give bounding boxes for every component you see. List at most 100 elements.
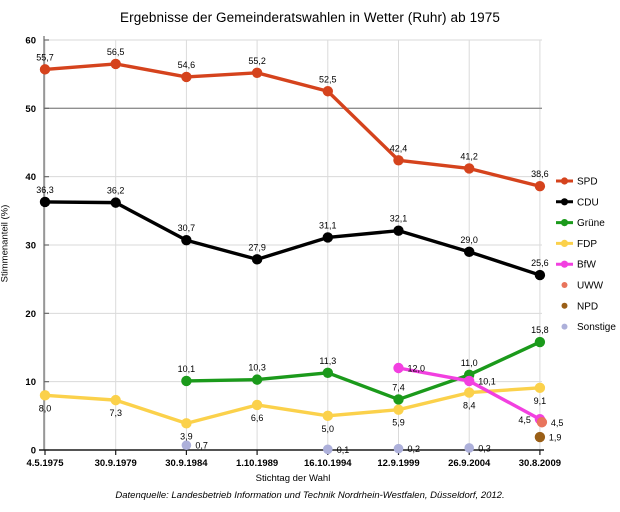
legend-item-cdu: CDU bbox=[556, 197, 599, 208]
legend-label: Grüne bbox=[577, 218, 605, 229]
series-uww bbox=[536, 417, 548, 428]
legend-item-bfw: BfW bbox=[556, 260, 596, 271]
data-point bbox=[323, 444, 333, 455]
data-labels: 55,7 56,5 54,6 55,2 52,5 42,4 41,2 38,6 36,3 36,2… bbox=[36, 47, 563, 455]
legend-label: NPD bbox=[577, 301, 598, 312]
series-fdp bbox=[39, 382, 546, 429]
legend-label: BfW bbox=[577, 260, 596, 271]
legend: SPD CDU Grüne FDP BfW UWW NPD Sonstige bbox=[556, 177, 616, 333]
data-label: 12,0 bbox=[408, 364, 426, 374]
data-point bbox=[181, 235, 192, 246]
data-point bbox=[251, 67, 263, 79]
data-point bbox=[464, 387, 475, 398]
data-label: 30,7 bbox=[178, 223, 196, 233]
y-tick-label: 50 bbox=[25, 104, 36, 115]
data-label: 4,5 bbox=[518, 415, 531, 425]
series-grüne bbox=[181, 336, 546, 405]
x-tick-label: 26.9.2004 bbox=[448, 458, 491, 469]
data-label: 3,9 bbox=[180, 431, 193, 441]
chart-title: Ergebnisse der Gemeinderatswahlen in Wet… bbox=[120, 10, 500, 25]
legend-dot-swatch bbox=[560, 239, 569, 247]
data-label: 55,2 bbox=[248, 56, 266, 66]
data-label: 31,1 bbox=[319, 220, 337, 230]
y-tick-label: 30 bbox=[25, 241, 36, 252]
data-label: 0,1 bbox=[337, 445, 350, 455]
data-label: 10,3 bbox=[248, 363, 266, 373]
legend-dot-swatch bbox=[561, 282, 568, 288]
data-point bbox=[534, 336, 546, 348]
data-point bbox=[322, 367, 333, 378]
data-label: 38,6 bbox=[531, 169, 549, 179]
data-point bbox=[110, 58, 121, 70]
data-point bbox=[110, 394, 121, 406]
y-axis-title: Stimmenanteil (%) bbox=[0, 204, 11, 283]
legend-item-grüne: Grüne bbox=[556, 218, 605, 229]
data-label: 6,6 bbox=[251, 413, 264, 423]
data-label: 27,9 bbox=[248, 242, 266, 252]
data-point bbox=[251, 374, 263, 385]
data-label: 42,4 bbox=[390, 143, 408, 153]
data-point bbox=[534, 382, 546, 394]
source-note: Datenquelle: Landesbetrieb Information u… bbox=[115, 490, 505, 501]
data-point bbox=[393, 443, 404, 454]
x-tick-label: 30.8.2009 bbox=[519, 458, 561, 469]
data-point bbox=[393, 394, 404, 405]
legend-label: CDU bbox=[577, 197, 599, 208]
data-label: 56,5 bbox=[107, 47, 125, 57]
data-label: 7,3 bbox=[109, 408, 122, 418]
data-point bbox=[39, 196, 51, 208]
data-label: 36,3 bbox=[36, 185, 54, 195]
data-label: 0,7 bbox=[195, 441, 208, 451]
data-point bbox=[393, 225, 404, 236]
data-point bbox=[322, 232, 333, 243]
legend-item-spd: SPD bbox=[556, 177, 598, 188]
series-sonstige bbox=[181, 440, 475, 455]
data-point bbox=[393, 404, 404, 415]
data-point bbox=[393, 362, 404, 374]
series-spd bbox=[39, 58, 546, 192]
series-npd bbox=[534, 431, 546, 443]
data-point bbox=[464, 443, 475, 453]
y-tick-label: 20 bbox=[25, 309, 36, 320]
data-label: 54,6 bbox=[178, 60, 196, 70]
legend-item-sonstige: Sonstige bbox=[561, 322, 616, 333]
data-label: 7,4 bbox=[392, 382, 405, 392]
data-point bbox=[464, 375, 475, 387]
data-point bbox=[322, 86, 333, 97]
data-point bbox=[39, 390, 51, 401]
data-point bbox=[181, 375, 192, 387]
data-label: 5,0 bbox=[322, 424, 335, 434]
data-label: 10,1 bbox=[478, 376, 496, 386]
data-label: 1,9 bbox=[549, 433, 562, 443]
legend-label: FDP bbox=[577, 239, 597, 250]
y-axis: 0 10 20 30 40 50 60 bbox=[25, 36, 49, 457]
data-label: 11,0 bbox=[461, 358, 478, 368]
legend-dot-swatch bbox=[560, 260, 569, 268]
legend-item-fdp: FDP bbox=[556, 239, 597, 250]
data-label: 25,6 bbox=[531, 258, 549, 268]
legend-item-uww: UWW bbox=[561, 281, 604, 292]
data-label: 4,5 bbox=[551, 418, 564, 428]
data-point bbox=[181, 71, 192, 83]
x-tick-label: 4.5.1975 bbox=[27, 458, 65, 469]
data-label: 9,1 bbox=[534, 396, 547, 406]
gridlines bbox=[44, 39, 542, 450]
data-label: 36,2 bbox=[107, 186, 125, 196]
legend-dot-swatch bbox=[561, 302, 568, 309]
y-tick-label: 0 bbox=[31, 446, 36, 457]
data-point bbox=[181, 418, 192, 429]
legend-dot-swatch bbox=[560, 177, 569, 185]
data-point bbox=[464, 163, 475, 174]
x-tick-label: 30.9.1984 bbox=[165, 458, 208, 469]
data-point bbox=[251, 254, 263, 265]
data-point bbox=[536, 417, 548, 428]
x-tick-label: 1.10.1989 bbox=[236, 458, 278, 469]
series-line bbox=[43, 200, 542, 277]
series-cdu bbox=[39, 196, 546, 281]
data-label: 29,0 bbox=[460, 235, 478, 245]
x-tick-label: 16.10.1994 bbox=[304, 458, 352, 469]
y-tick-label: 10 bbox=[25, 377, 36, 388]
legend-label: UWW bbox=[577, 281, 604, 292]
series-line bbox=[43, 62, 542, 188]
